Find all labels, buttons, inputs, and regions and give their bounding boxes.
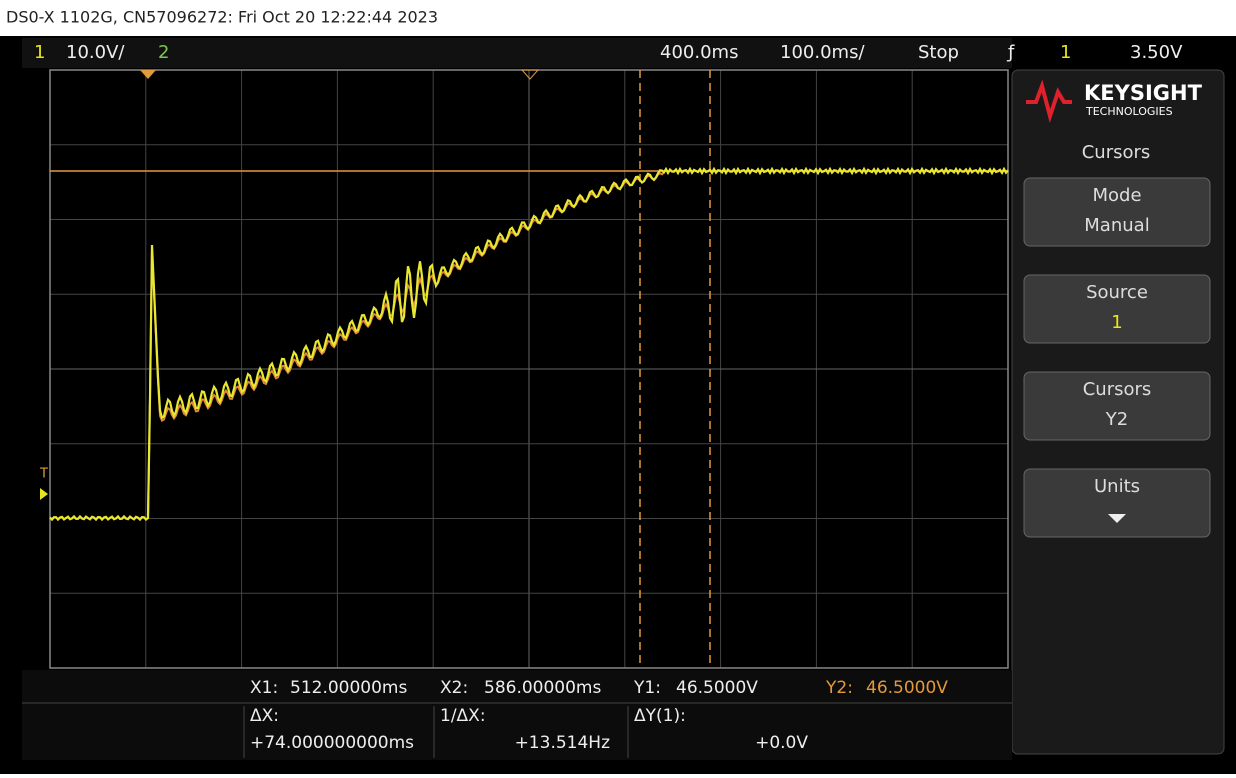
trigger-position — [140, 70, 156, 79]
status-bar — [22, 38, 1012, 68]
delta-value: +0.0V — [755, 733, 808, 753]
brand-logo — [1026, 79, 1072, 123]
measure-label: Y2: — [825, 678, 853, 698]
softkeys: Mode Manual Source 1 Cursors Y2 Units — [1023, 177, 1211, 538]
delta-label: 1/ΔX: — [440, 706, 486, 726]
ch1-scale: 10.0V/ — [66, 42, 125, 63]
header-title: DS0-X 1102G, CN57096272: Fri Oct 20 12:2… — [6, 8, 438, 27]
measure-value: 586.00000ms — [484, 678, 601, 698]
softkey-label: Units — [1094, 476, 1140, 497]
softkey[interactable] — [1023, 274, 1211, 344]
delay: 400.0ms — [660, 42, 738, 63]
trigger-icon: ƒ — [1006, 42, 1015, 63]
softkey-value: Manual — [1084, 215, 1149, 236]
delta-label: ΔY(1): — [634, 706, 686, 726]
softkey-value: Y2 — [1105, 409, 1128, 430]
delta-value: +74.000000000ms — [250, 733, 414, 753]
trigger-marker: T — [39, 467, 48, 482]
run-state: Stop — [918, 42, 959, 63]
measurements: X1: 512.00000ms X2: 586.00000ms Y1: 46.5000V Y… — [243, 678, 948, 758]
ch1-label: 1 — [34, 42, 45, 63]
measure-bar — [22, 670, 1012, 760]
trigger-arrow — [40, 488, 48, 500]
ch1-trace — [49, 166, 1009, 522]
menu-title: Cursors — [1082, 142, 1151, 163]
measure-value: 46.5000V — [676, 678, 758, 698]
brand-sub: TECHNOLOGIES — [1085, 105, 1173, 118]
ch2-label: 2 — [158, 42, 169, 63]
measure-label: Y1: — [633, 678, 661, 698]
softkey-label: Mode — [1092, 185, 1141, 206]
delta-value: +13.514Hz — [515, 733, 611, 753]
timebase: 100.0ms/ — [780, 42, 865, 63]
header-bg — [0, 0, 1236, 36]
softkey[interactable] — [1023, 468, 1211, 538]
softkey-value: 1 — [1111, 312, 1122, 333]
delay-position — [520, 69, 540, 80]
measure-label: X1: — [250, 678, 278, 698]
softkey-label: Source — [1086, 282, 1148, 303]
softkey-label: Cursors — [1083, 379, 1152, 400]
softkey[interactable] — [1023, 371, 1211, 441]
trigger-level: 3.50V — [1130, 42, 1183, 63]
delta-label: ΔX: — [250, 706, 279, 726]
measure-label: X2: — [440, 678, 468, 698]
softkey-arrow — [1108, 514, 1126, 523]
trigger-source: 1 — [1060, 42, 1071, 63]
brand: KEYSIGHT — [1084, 81, 1203, 105]
measure-value: 46.5000V — [866, 678, 948, 698]
measure-value: 512.00000ms — [290, 678, 407, 698]
graticule — [50, 70, 1008, 668]
softkey[interactable] — [1023, 177, 1211, 247]
